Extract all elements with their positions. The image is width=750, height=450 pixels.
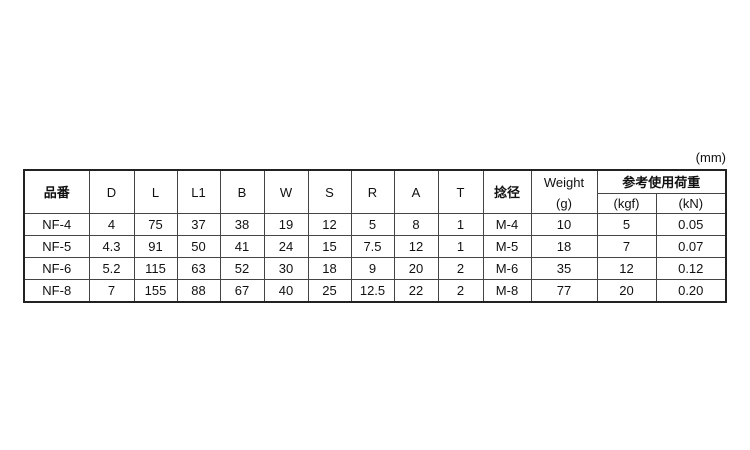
- table-cell: 38: [219, 213, 265, 236]
- table-cell: 88: [176, 279, 221, 303]
- table-cell: 25: [307, 279, 352, 303]
- header-load: 参考使用荷重: [596, 169, 727, 194]
- table-row: NF-5 4.3 91 50 41 24 15 7.5 12 1 M-5 18 7 0.07: [23, 235, 727, 258]
- table-cell: 20: [393, 257, 439, 280]
- table-cell: 19: [263, 213, 309, 236]
- table-cell: 12: [393, 235, 439, 258]
- table-cell: 7: [88, 279, 135, 303]
- table-cell: 5: [350, 213, 395, 236]
- table-cell: 18: [530, 235, 598, 258]
- header-thread: 捻径: [482, 169, 532, 214]
- table-cell: 41: [219, 235, 265, 258]
- header-d: D: [88, 169, 135, 214]
- header-weight-unit: (g): [530, 193, 598, 214]
- table-row: NF-6 5.2 115 63 52 30 18 9 20 2 M-6 35 12 0.12: [23, 257, 727, 280]
- table-cell: M-5: [482, 235, 532, 258]
- table-cell: 22: [393, 279, 439, 303]
- table-cell: 1: [437, 213, 484, 236]
- table-cell: 9: [350, 257, 395, 280]
- table-cell: 77: [530, 279, 598, 303]
- spec-table: 品番 D L L1 B W S R A T 捻径 Weight 参考使用荷重 (…: [23, 169, 728, 303]
- table-cell: 0.12: [655, 257, 727, 280]
- table-cell: 40: [263, 279, 309, 303]
- header-a: A: [393, 169, 439, 214]
- table-row: NF-8 7 155 88 67 40 25 12.5 22 2 M-8 77 20 0.20: [23, 279, 727, 303]
- header-load-kgf: (kgf): [596, 193, 657, 214]
- table-cell: 50: [176, 235, 221, 258]
- table-cell: 0.07: [655, 235, 727, 258]
- table-cell: 7.5: [350, 235, 395, 258]
- table-cell: NF-4: [23, 213, 90, 236]
- table-cell: 2: [437, 279, 484, 303]
- table-cell: 4.3: [88, 235, 135, 258]
- table-cell: 5.2: [88, 257, 135, 280]
- table-cell: 67: [219, 279, 265, 303]
- table-cell: 4: [88, 213, 135, 236]
- table-cell: 75: [133, 213, 178, 236]
- header-load-kn: (kN): [655, 193, 727, 214]
- header-t: T: [437, 169, 484, 214]
- table-cell: 91: [133, 235, 178, 258]
- table-cell: 18: [307, 257, 352, 280]
- header-r: R: [350, 169, 395, 214]
- table-cell: 0.20: [655, 279, 727, 303]
- table-cell: 1: [437, 235, 484, 258]
- table-cell: 12.5: [350, 279, 395, 303]
- table-cell: 12: [596, 257, 657, 280]
- table-cell: 52: [219, 257, 265, 280]
- table-cell: 5: [596, 213, 657, 236]
- table-cell: M-4: [482, 213, 532, 236]
- table-cell: 30: [263, 257, 309, 280]
- header-l1: L1: [176, 169, 221, 214]
- table-cell: 37: [176, 213, 221, 236]
- table-cell: 115: [133, 257, 178, 280]
- table-row: NF-4 4 75 37 38 19 12 5 8 1 M-4 10 5 0.05: [23, 213, 727, 236]
- header-l: L: [133, 169, 178, 214]
- header-part-number: 品番: [23, 169, 90, 214]
- table-cell: 12: [307, 213, 352, 236]
- table-cell: 20: [596, 279, 657, 303]
- table-cell: 10: [530, 213, 598, 236]
- table-cell: NF-8: [23, 279, 90, 303]
- table-cell: 24: [263, 235, 309, 258]
- header-weight: Weight: [530, 169, 598, 194]
- table-cell: 35: [530, 257, 598, 280]
- table-cell: M-6: [482, 257, 532, 280]
- table-cell: 7: [596, 235, 657, 258]
- table-cell: NF-5: [23, 235, 90, 258]
- header-b: B: [219, 169, 265, 214]
- table-cell: 2: [437, 257, 484, 280]
- table-cell: M-8: [482, 279, 532, 303]
- table-cell: 8: [393, 213, 439, 236]
- table-cell: 155: [133, 279, 178, 303]
- table-cell: 15: [307, 235, 352, 258]
- table-cell: NF-6: [23, 257, 90, 280]
- header-w: W: [263, 169, 309, 214]
- table-cell: 63: [176, 257, 221, 280]
- header-s: S: [307, 169, 352, 214]
- table-cell: 0.05: [655, 213, 727, 236]
- unit-label: (mm): [695, 150, 726, 165]
